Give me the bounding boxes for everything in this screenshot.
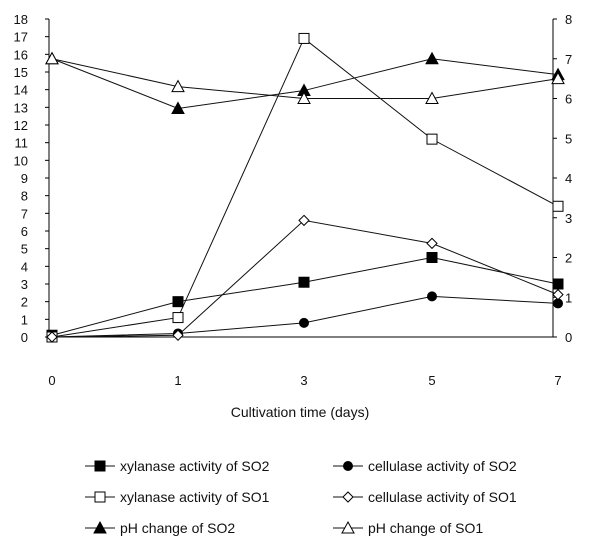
legend-label-cellulase-activity-of-so1: cellulase activity of SO1 — [368, 489, 517, 505]
axes — [48, 19, 554, 338]
right-tick-label: 2 — [565, 251, 572, 266]
legend-label-xylanase-activity-of-so2: xylanase activity of SO2 — [120, 458, 270, 474]
data-point-xylanase-activity-of-so2 — [172, 296, 184, 308]
left-tick-label: 5 — [21, 242, 28, 257]
data-point-cellulase-activity-of-so1 — [552, 288, 564, 301]
data-point-xylanase-activity-of-so1 — [552, 200, 564, 212]
left-tick-label: 7 — [21, 206, 28, 221]
legend-marker-cellulase-activity-of-so1 — [342, 491, 354, 503]
legend-marker-ph-change-of-so2 — [93, 520, 107, 534]
x-tick-label: 0 — [48, 373, 55, 388]
legend: xylanase activity of SO2 cellulase activi… — [85, 458, 517, 536]
x-tick-label: 7 — [554, 373, 561, 388]
left-tick-label: 11 — [15, 136, 29, 151]
left-tick-label: 14 — [14, 83, 28, 98]
right-tick-label: 5 — [565, 131, 572, 146]
left-tick-label: 17 — [14, 30, 28, 45]
data-point-xylanase-activity-of-so1 — [298, 32, 310, 44]
left-tick-label: 3 — [21, 277, 28, 292]
left-tick-label: 15 — [14, 65, 28, 80]
right-axis-ticks: 0 1 2 3 4 5 6 7 8 — [553, 12, 572, 345]
data-point-ph-change-of-so2 — [425, 51, 439, 65]
legend-label-cellulase-activity-of-so2: cellulase activity of SO2 — [368, 458, 517, 474]
series-line-xylanase-activity-of-so1 — [51, 37, 559, 338]
left-tick-label: 12 — [14, 118, 28, 133]
x-axis-title: Cultivation time (days) — [231, 404, 370, 420]
series-markers — [45, 32, 565, 343]
left-tick-label: 9 — [21, 171, 28, 186]
data-point-cellulase-activity-of-so1 — [426, 237, 438, 250]
legend-marker-ph-change-of-so1 — [341, 520, 355, 534]
left-tick-label: 6 — [21, 224, 28, 239]
series-lines — [51, 37, 559, 338]
legend-label-ph-change-of-so2: pH change of SO2 — [120, 520, 235, 536]
left-tick-label: 4 — [21, 259, 28, 274]
right-tick-label: 0 — [565, 330, 572, 345]
data-point-xylanase-activity-of-so2 — [426, 252, 438, 263]
data-point-cellulase-activity-of-so2 — [427, 291, 437, 302]
left-tick-label: 10 — [14, 153, 28, 168]
data-point-xylanase-activity-of-so2 — [552, 278, 564, 290]
left-tick-label: 2 — [21, 295, 28, 310]
data-point-cellulase-activity-of-so2 — [299, 317, 309, 328]
x-tick-label: 1 — [174, 373, 181, 388]
data-point-ph-change-of-so1 — [45, 51, 59, 65]
left-tick-label: 1 — [21, 312, 28, 327]
x-axis-ticks: 0 1 3 5 7 — [48, 373, 561, 388]
right-tick-label: 4 — [565, 171, 572, 186]
data-point-xylanase-activity-of-so1 — [426, 133, 438, 145]
legend-marker-xylanase-activity-of-so2 — [94, 460, 106, 472]
data-point-ph-change-of-so1 — [171, 79, 185, 93]
left-tick-label: 13 — [14, 100, 28, 115]
data-point-cellulase-activity-of-so1 — [46, 331, 58, 343]
x-tick-label: 3 — [300, 373, 307, 388]
right-tick-label: 7 — [565, 52, 572, 67]
data-point-ph-change-of-so1 — [425, 91, 439, 104]
right-tick-label: 3 — [565, 211, 572, 226]
legend-label-xylanase-activity-of-so1: xylanase activity of SO1 — [120, 489, 270, 505]
right-tick-label: 8 — [565, 12, 572, 27]
data-point-ph-change-of-so1 — [297, 91, 311, 104]
data-point-cellulase-activity-of-so1 — [298, 214, 310, 227]
data-point-xylanase-activity-of-so2 — [298, 276, 310, 288]
legend-label-ph-change-of-so1: pH change of SO1 — [368, 520, 483, 536]
right-tick-label: 1 — [565, 290, 572, 305]
data-point-cellulase-activity-of-so1 — [172, 329, 184, 341]
series-line-cellulase-activity-of-so2 — [51, 295, 559, 338]
data-point-xylanase-activity-of-so1 — [172, 312, 184, 324]
legend-marker-xylanase-activity-of-so1 — [94, 491, 106, 503]
right-tick-label: 6 — [565, 92, 572, 107]
left-tick-label: 16 — [14, 47, 28, 62]
data-point-ph-change-of-so2 — [171, 101, 185, 114]
x-tick-label: 5 — [428, 373, 435, 388]
legend-marker-cellulase-activity-of-so2 — [343, 461, 353, 471]
left-tick-label: 0 — [21, 330, 28, 345]
data-point-ph-change-of-so1 — [551, 71, 565, 85]
left-tick-label: 8 — [21, 189, 28, 204]
left-tick-label: 18 — [14, 12, 28, 27]
